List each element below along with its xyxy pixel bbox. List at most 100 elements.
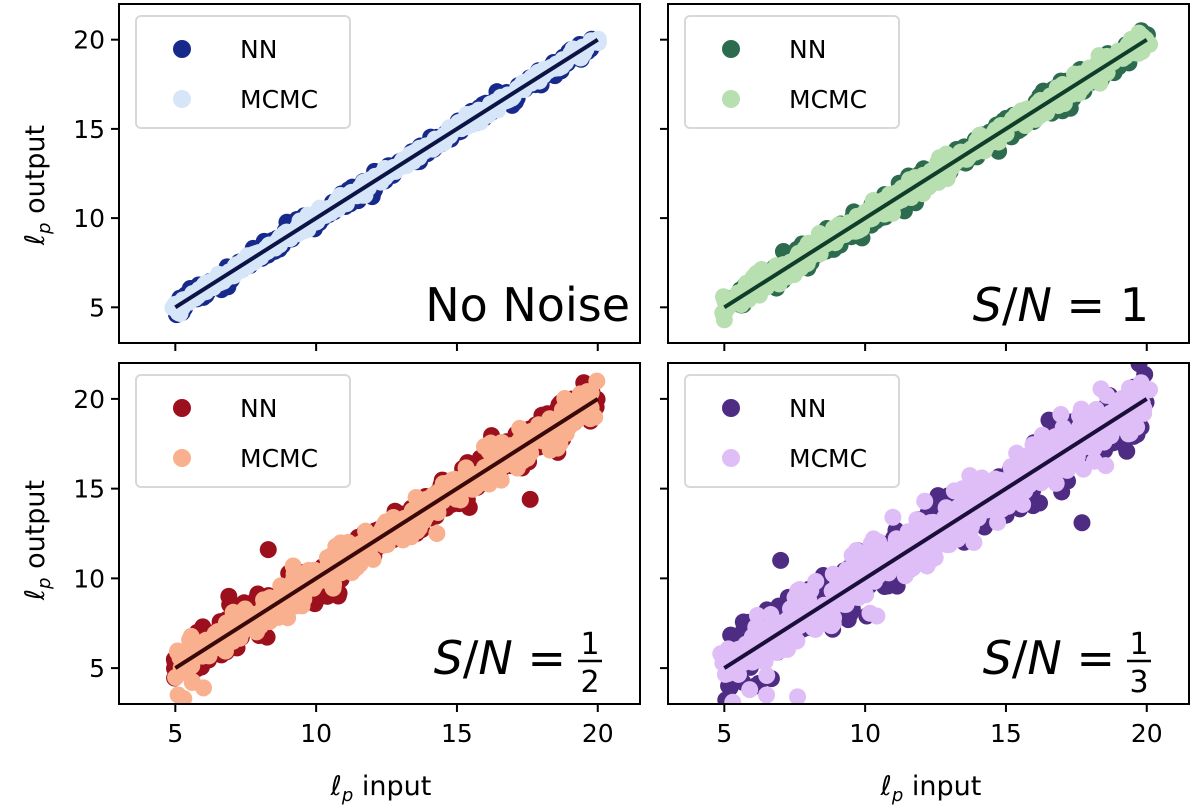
data-point (846, 588, 864, 606)
identity-line (174, 397, 599, 670)
plot-area (714, 22, 1159, 329)
ylabel-bottom: ℓp output (20, 480, 55, 601)
axes-frame (118, 3, 641, 344)
data-point (428, 525, 446, 543)
xlabel-right: ℓp input (880, 771, 982, 806)
data-point (753, 260, 771, 278)
legend-entry: MCMC (789, 85, 867, 114)
data-point (789, 582, 807, 600)
data-point (1033, 426, 1051, 444)
data-point (1100, 424, 1118, 442)
outlier-point (772, 551, 790, 569)
data-point (1119, 421, 1137, 439)
data-point (953, 497, 971, 515)
outlier-point (839, 611, 857, 629)
legend-entry: MCMC (789, 444, 867, 473)
legend: NN MCMC (684, 374, 900, 488)
data-point (802, 582, 820, 600)
axes-frame (118, 362, 641, 705)
data-point (961, 467, 979, 485)
y-tick-label: 10 (73, 204, 105, 233)
data-point (1092, 380, 1110, 398)
data-point (993, 500, 1011, 518)
y-tick-label: 10 (73, 564, 105, 593)
x-tick-label: 5 (167, 719, 183, 748)
panel-annotation: S/N = 13 (983, 627, 1151, 700)
data-point (1049, 97, 1067, 115)
fraction-numerator: 1 (1129, 627, 1148, 662)
data-point (291, 569, 309, 587)
data-point (1078, 406, 1096, 424)
y-tick-label: 20 (73, 26, 105, 55)
x-tick-label: 15 (990, 719, 1022, 748)
data-point (921, 552, 939, 570)
panel-sn-half: 5 10 15 20 5 10 15 20 NN MCMC S/N = 12 (73, 362, 641, 748)
data-point (457, 459, 475, 477)
data-point (758, 667, 776, 685)
x-tick-label: 20 (1131, 719, 1163, 748)
identity-line (723, 37, 1148, 310)
outlier-point (521, 490, 539, 508)
panel-annotation: S/N = 12 (434, 627, 602, 700)
data-point (884, 508, 902, 526)
outlier-point (758, 686, 776, 704)
annotation-text: S/N = (983, 631, 1115, 685)
legend-marker (173, 90, 191, 108)
data-point (337, 537, 355, 555)
data-point (1046, 428, 1064, 446)
panel-annotation: No Noise (425, 278, 630, 332)
data-point (989, 513, 1007, 531)
data-point (904, 559, 922, 577)
data-point (744, 653, 762, 671)
annotation-text: S/N = 1 (973, 278, 1149, 332)
data-point (1135, 404, 1153, 422)
x-tick-label: 15 (441, 719, 473, 748)
legend-entry: NN (789, 394, 826, 423)
data-point (1121, 379, 1139, 397)
identity-line (174, 37, 599, 310)
data-point (522, 422, 540, 440)
data-point (324, 579, 342, 597)
annotation-text: No Noise (425, 278, 630, 332)
axes-frame (667, 362, 1190, 705)
fraction-denominator: 3 (1129, 665, 1148, 700)
legend-entry: MCMC (240, 444, 318, 473)
data-point (750, 286, 768, 304)
data-point (500, 442, 518, 460)
legend-entry: NN (240, 35, 277, 64)
y-tick-label: 5 (89, 293, 105, 322)
data-point (480, 475, 498, 493)
data-point (822, 617, 840, 635)
plot-area (164, 30, 607, 324)
fraction-denominator: 2 (580, 665, 599, 700)
data-point (916, 492, 934, 510)
outlier-point (220, 587, 238, 605)
outlier-point (715, 311, 733, 329)
y-tick-label: 15 (73, 115, 105, 144)
xlabel-left: ℓp input (330, 771, 432, 806)
data-point (1103, 408, 1121, 426)
outlier-point (789, 688, 807, 704)
panel-no-noise: 5 10 15 20 NN MCMC No Noise (73, 3, 641, 351)
data-point (721, 679, 739, 697)
fraction-numerator: 1 (580, 627, 599, 662)
data-point (926, 539, 944, 557)
data-point (1031, 494, 1049, 512)
legend-marker (722, 449, 740, 467)
data-point (522, 444, 540, 462)
data-point (295, 590, 313, 608)
outlier-point (1073, 514, 1091, 532)
data-point (181, 631, 199, 649)
data-point (1025, 448, 1043, 466)
panel-sn-1: NN MCMC S/N = 1 (660, 3, 1190, 351)
legend-marker (173, 40, 191, 58)
plot-area (712, 363, 1158, 704)
legend-entry: NN (789, 35, 826, 64)
legend: NN MCMC (135, 374, 351, 488)
legend-marker (173, 449, 191, 467)
annotation-text: S/N = (434, 631, 566, 685)
legend-marker (722, 90, 740, 108)
data-point (351, 555, 369, 573)
data-point (168, 643, 186, 661)
